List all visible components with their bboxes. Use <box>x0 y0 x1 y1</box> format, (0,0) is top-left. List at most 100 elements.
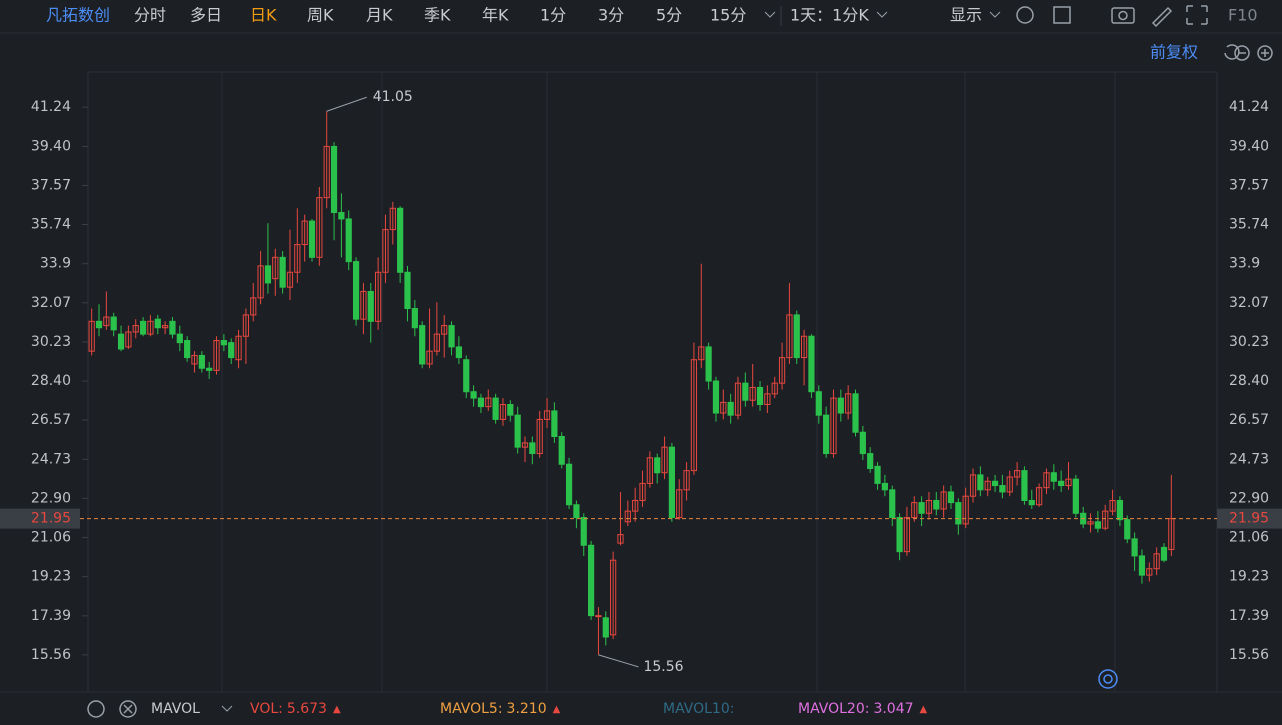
candle-body <box>507 404 514 416</box>
candle-body <box>808 335 815 393</box>
y-tick-label: 32.07 <box>31 295 71 311</box>
candle-body <box>617 534 624 544</box>
candle-body <box>947 491 955 504</box>
indicator-label: MAVOL5: <box>440 701 503 717</box>
y-tick-label: 15.56 <box>31 647 71 663</box>
candle-body <box>1050 472 1057 482</box>
y-tick-label-right: 33.9 <box>1229 256 1260 272</box>
candle-body <box>345 218 352 263</box>
candle-body <box>668 446 675 519</box>
candle-body <box>367 290 374 322</box>
period-tab[interactable]: 3分 <box>598 6 624 25</box>
y-tick-label-right: 30.23 <box>1229 334 1269 350</box>
period-tab[interactable]: 年K <box>482 6 509 25</box>
y-tick-label-right: 35.74 <box>1229 216 1269 232</box>
y-tick-label: 22.90 <box>31 490 71 506</box>
candle-body <box>235 335 242 361</box>
y-tick-label-right: 32.07 <box>1229 295 1269 311</box>
candle-body <box>749 386 756 401</box>
y-tick-label-right: 28.40 <box>1229 373 1269 389</box>
candle-body <box>1094 521 1101 529</box>
period-tab[interactable]: 1分 <box>540 6 566 25</box>
candle-body <box>720 401 727 414</box>
dropdown-icon[interactable] <box>989 11 1001 18</box>
candle-body <box>117 333 125 350</box>
candle-body <box>426 350 433 365</box>
period-tab[interactable]: 季K <box>424 6 451 25</box>
candle-body <box>984 480 991 491</box>
candle-body <box>999 485 1006 493</box>
period-tab[interactable]: 5分 <box>656 6 682 25</box>
candle-body <box>565 463 573 506</box>
candle-body <box>95 320 103 329</box>
period-tab[interactable]: 多日 <box>190 6 222 25</box>
candle-body <box>962 495 969 525</box>
candle-body <box>1013 470 1021 478</box>
candle-body <box>624 510 631 523</box>
candle-body <box>1028 499 1035 506</box>
stock-name[interactable]: 凡拓数创 <box>46 6 110 25</box>
period-tab[interactable]: 日K <box>250 6 277 25</box>
candle-body <box>228 342 235 359</box>
display-menu[interactable]: 显示 <box>950 6 982 25</box>
f10-button[interactable]: F10 <box>1228 6 1258 25</box>
candle-body <box>830 397 837 455</box>
candle-body <box>602 617 609 638</box>
candle-body <box>176 333 183 344</box>
y-tick-label-right: 22.90 <box>1229 490 1269 506</box>
indicator-selector[interactable]: MAVOL <box>151 701 200 717</box>
y-tick-label: 26.57 <box>31 412 71 428</box>
candle-body <box>1124 519 1131 540</box>
candle-body <box>742 382 749 401</box>
indicator-value: 5.673 <box>287 701 327 717</box>
candle-body <box>837 397 844 414</box>
candle-body <box>103 316 110 327</box>
indicator-label: VOL: <box>250 701 283 717</box>
dropdown-icon[interactable] <box>876 11 888 18</box>
indicator-label: MAVOL10: <box>663 701 734 717</box>
y-tick-label: 35.74 <box>31 216 71 232</box>
candle-body <box>169 320 176 335</box>
period-tab[interactable]: 月K <box>366 6 393 25</box>
candle-body <box>1021 470 1028 501</box>
candle-body <box>933 499 940 510</box>
candle-body <box>543 410 551 420</box>
candle-body <box>1168 518 1175 551</box>
candle-body <box>1072 478 1079 514</box>
candle-body <box>896 517 903 553</box>
dropdown-icon[interactable] <box>764 11 776 18</box>
candle-body <box>852 393 859 433</box>
candle-body <box>1043 472 1050 489</box>
y-tick-label-right: 15.56 <box>1229 647 1269 663</box>
candle-body <box>272 256 279 280</box>
min-label: 15.56 <box>643 659 683 675</box>
candle-body <box>213 340 220 371</box>
y-tick-label-right: 17.39 <box>1229 608 1269 624</box>
dropdown-icon[interactable] <box>221 705 233 712</box>
max-pointer <box>326 96 367 112</box>
candle-body <box>595 615 602 618</box>
candle-body <box>1116 499 1124 521</box>
candle-body <box>1102 510 1109 529</box>
y-tick-label: 39.40 <box>31 138 71 154</box>
candle-body <box>690 359 698 472</box>
candle-body <box>323 145 330 199</box>
last-price-label: 21.95 <box>31 511 71 527</box>
toolbar-icons[interactable] <box>87 5 1273 718</box>
period-tab[interactable]: 15分 <box>710 6 746 25</box>
y-tick-label-right: 19.23 <box>1229 569 1269 585</box>
candle-body <box>397 207 404 273</box>
candle-body <box>147 320 154 335</box>
candle-body <box>639 482 646 501</box>
period-tab[interactable]: 分时 <box>134 6 166 25</box>
candle-body <box>712 380 720 414</box>
candle-body <box>477 397 485 408</box>
candle-body <box>455 346 463 359</box>
period-tab[interactable]: 周K <box>307 6 334 25</box>
candle-body <box>1138 555 1146 576</box>
candle-body <box>382 229 389 273</box>
adjust-toggle[interactable]: 前复权 <box>1150 43 1198 62</box>
period-select[interactable]: 1天：1分K <box>790 6 869 25</box>
candle-body <box>352 261 360 320</box>
